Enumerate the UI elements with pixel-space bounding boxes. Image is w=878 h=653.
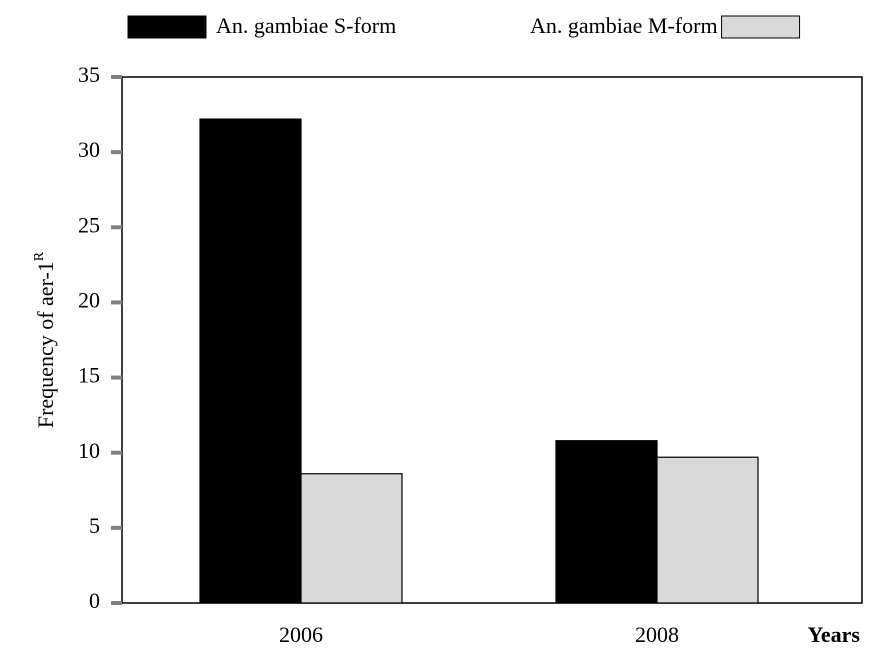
y-tick-label: 20 [78,287,100,312]
legend-label: An. gambiae S-form [216,13,396,38]
legend-label: An. gambiae M-form [530,13,718,38]
y-tick-label: 5 [89,513,100,538]
x-axis-label: Years [807,622,860,647]
y-tick-label: 30 [78,137,100,162]
y-axis-label-main: Frequency of aer-1 [33,261,58,428]
x-tick-label: 2008 [635,622,679,647]
y-axis-label-superscript: R [32,251,47,261]
y-axis-label: Frequency of aer-1R [32,251,58,428]
y-tick-label: 15 [78,363,100,388]
y-tick-label: 35 [78,62,100,87]
y-tick-label: 0 [89,588,100,613]
x-tick-label: 2006 [279,622,323,647]
bar [656,456,759,604]
bar [199,118,302,604]
legend-swatch [721,15,801,39]
bar [300,473,403,604]
y-tick-label: 10 [78,438,100,463]
bar [555,440,658,604]
legend-swatch [127,15,207,39]
y-tick-label: 25 [78,212,100,237]
plot-frame [121,76,863,604]
